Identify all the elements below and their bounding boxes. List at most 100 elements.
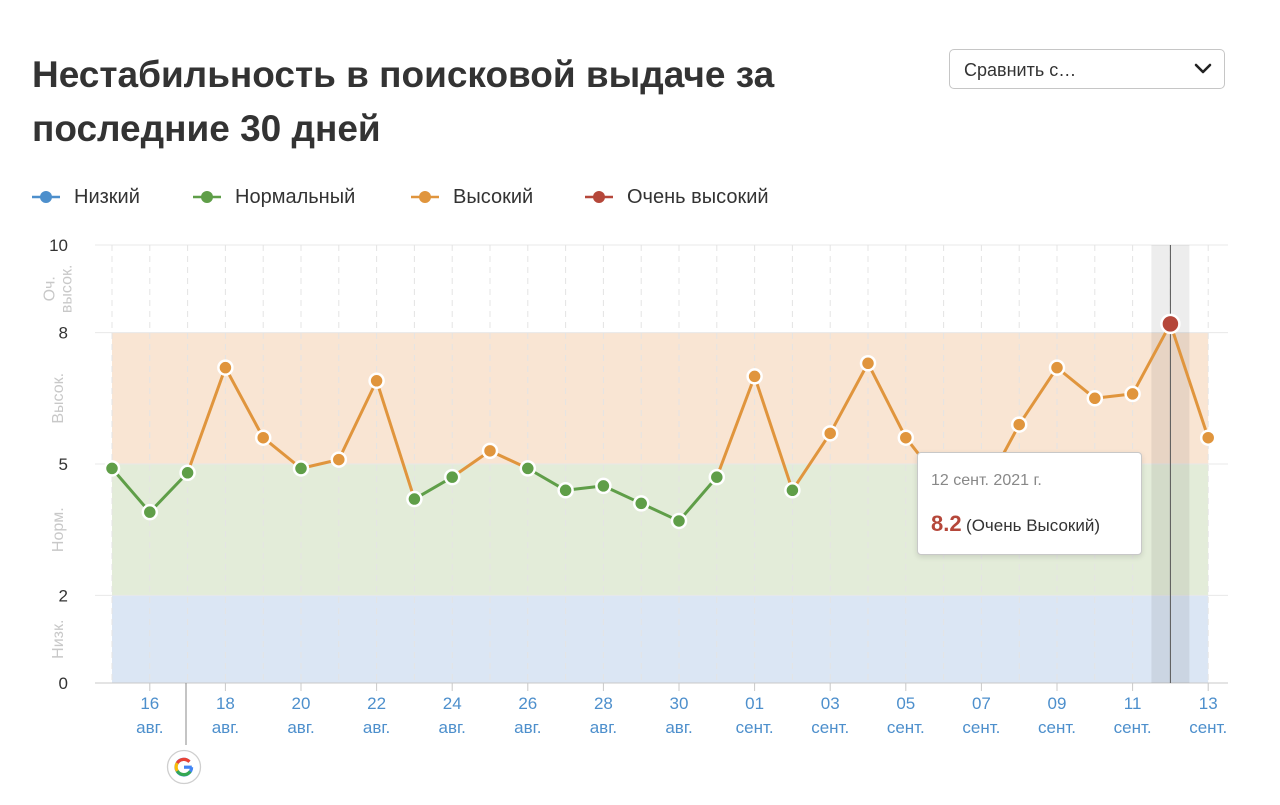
data-point-24 [1010, 416, 1028, 433]
series-segment-2 [186, 366, 227, 475]
x-tick-label-month-0: авг. [136, 718, 163, 737]
band-label-text-0: Низк. [50, 620, 67, 659]
x-tick-label-month-9: сент. [811, 718, 849, 737]
area-fill-10-1 [490, 450, 528, 464]
area-fill-16-1 [716, 376, 755, 464]
x-tick-label-month-2: авг. [287, 718, 314, 737]
data-point-3 [217, 359, 234, 376]
data-point-19 [821, 425, 839, 442]
x-tick-label-day-8: 01 [745, 694, 764, 713]
series-segment-27 [1131, 322, 1172, 396]
chart-tooltip: 12 сент. 2021 г. 8.2 (Очень Высокий) [917, 452, 1142, 555]
data-point-1 [141, 503, 159, 521]
band-label-text-1: Норм. [50, 507, 67, 552]
legend-label-low: Низкий [74, 186, 140, 208]
x-tick-label-day-5: 26 [518, 694, 537, 713]
area-fill-4-1 [263, 437, 301, 464]
area-fill-3-1 [225, 367, 264, 464]
x-tick-label-month-4: авг. [439, 718, 466, 737]
tooltip-value-row: 8.2 (Очень Высокий) [931, 511, 1100, 537]
data-point-13 [595, 477, 612, 495]
x-tick-label-day-14: 13 [1199, 694, 1218, 713]
series-segment-19 [828, 361, 870, 435]
x-tick-label-day-3: 22 [367, 694, 386, 713]
x-tick-label-day-11: 07 [972, 694, 991, 713]
x-tick-label-day-0: 16 [140, 694, 159, 713]
tooltip-date: 12 сент. 2021 г. [931, 472, 1042, 489]
data-point-10 [481, 442, 499, 460]
x-tick-label-day-6: 28 [594, 694, 613, 713]
data-point-27 [1124, 385, 1141, 403]
series-segment-15 [677, 475, 719, 523]
data-point-0 [103, 460, 121, 477]
y-tick-label-3: 8 [59, 324, 68, 343]
legend-marker-very-high [585, 191, 613, 203]
band-label-text-2: Высок. [50, 373, 67, 424]
data-point-14 [632, 495, 650, 512]
data-point-6 [330, 451, 348, 468]
data-point-2 [179, 464, 196, 482]
x-tick-label-day-9: 03 [821, 694, 840, 713]
tooltip-value: 8.2 [931, 511, 962, 536]
series-segment-7 [375, 379, 416, 501]
series-segment-16 [715, 374, 757, 479]
area-fill-20-1 [868, 363, 906, 464]
x-tick-label-month-12: сент. [1038, 718, 1076, 737]
band-0 [112, 595, 1209, 683]
compare-dropdown[interactable]: Сравнить с… [949, 49, 1225, 89]
data-point-8 [406, 490, 423, 508]
legend-label-very-high: Очень высокий [627, 186, 769, 208]
series-segment-24 [1017, 366, 1059, 427]
legend-marker-low [32, 191, 60, 203]
series-segment-6 [337, 379, 379, 462]
band-label-3: Оч. высок. [42, 265, 76, 314]
legend-label-normal: Нормальный [235, 186, 356, 208]
area-fill-17-1 [754, 376, 793, 464]
x-tick-label-month-11: сент. [962, 718, 1000, 737]
y-tick-label-2: 5 [59, 455, 68, 474]
x-tick-label-day-2: 20 [292, 694, 311, 713]
google-update-marker[interactable] [166, 749, 202, 785]
y-tick-label-0: 0 [59, 674, 68, 693]
series-segment-20 [866, 361, 908, 440]
data-point-25 [1048, 359, 1066, 376]
area-fill-18-1 [792, 433, 831, 464]
data-point-29 [1199, 429, 1217, 446]
x-tick-label-month-5: авг. [514, 718, 541, 737]
x-tick-label-day-4: 24 [443, 694, 462, 713]
chevron-down-icon [1194, 63, 1212, 74]
area-fill-2-1 [187, 367, 226, 464]
data-point-26 [1086, 390, 1104, 407]
y-tick-label-4: 10 [49, 236, 68, 255]
area-fill-26-1 [1094, 393, 1133, 464]
band-label-2: Высок. [50, 373, 67, 424]
tooltip-category: (Очень Высокий) [966, 516, 1101, 535]
data-point-9 [443, 468, 461, 486]
area-fill-27-1 [1132, 332, 1171, 464]
band-label-1: Норм. [50, 507, 67, 552]
band-label-0: Низк. [50, 620, 67, 659]
x-tick-label-month-13: сент. [1114, 718, 1152, 737]
area-fill-28-1 [1170, 332, 1209, 464]
data-point-7 [368, 372, 385, 390]
data-point-28 [1160, 313, 1181, 335]
x-tick-label-day-1: 18 [216, 694, 235, 713]
x-tick-label-day-7: 30 [670, 694, 689, 713]
x-tick-label-day-12: 09 [1048, 694, 1067, 713]
series-segment-1 [148, 471, 190, 514]
x-tick-label-day-10: 05 [896, 694, 915, 713]
series-segment-3 [223, 366, 265, 440]
series-segment-0 [110, 466, 152, 514]
series-segment-17 [753, 374, 794, 492]
x-tick-label-month-7: авг. [665, 718, 692, 737]
x-tick-label-month-1: авг. [212, 718, 239, 737]
data-point-5 [292, 460, 310, 477]
data-point-15 [670, 512, 688, 530]
data-point-12 [557, 482, 574, 499]
data-point-11 [519, 460, 537, 477]
series-segment-18 [790, 431, 832, 492]
legend-marker-normal [193, 191, 221, 203]
google-logo-icon [174, 757, 194, 777]
data-point-16 [708, 468, 726, 486]
x-tick-label-month-3: авг. [363, 718, 390, 737]
